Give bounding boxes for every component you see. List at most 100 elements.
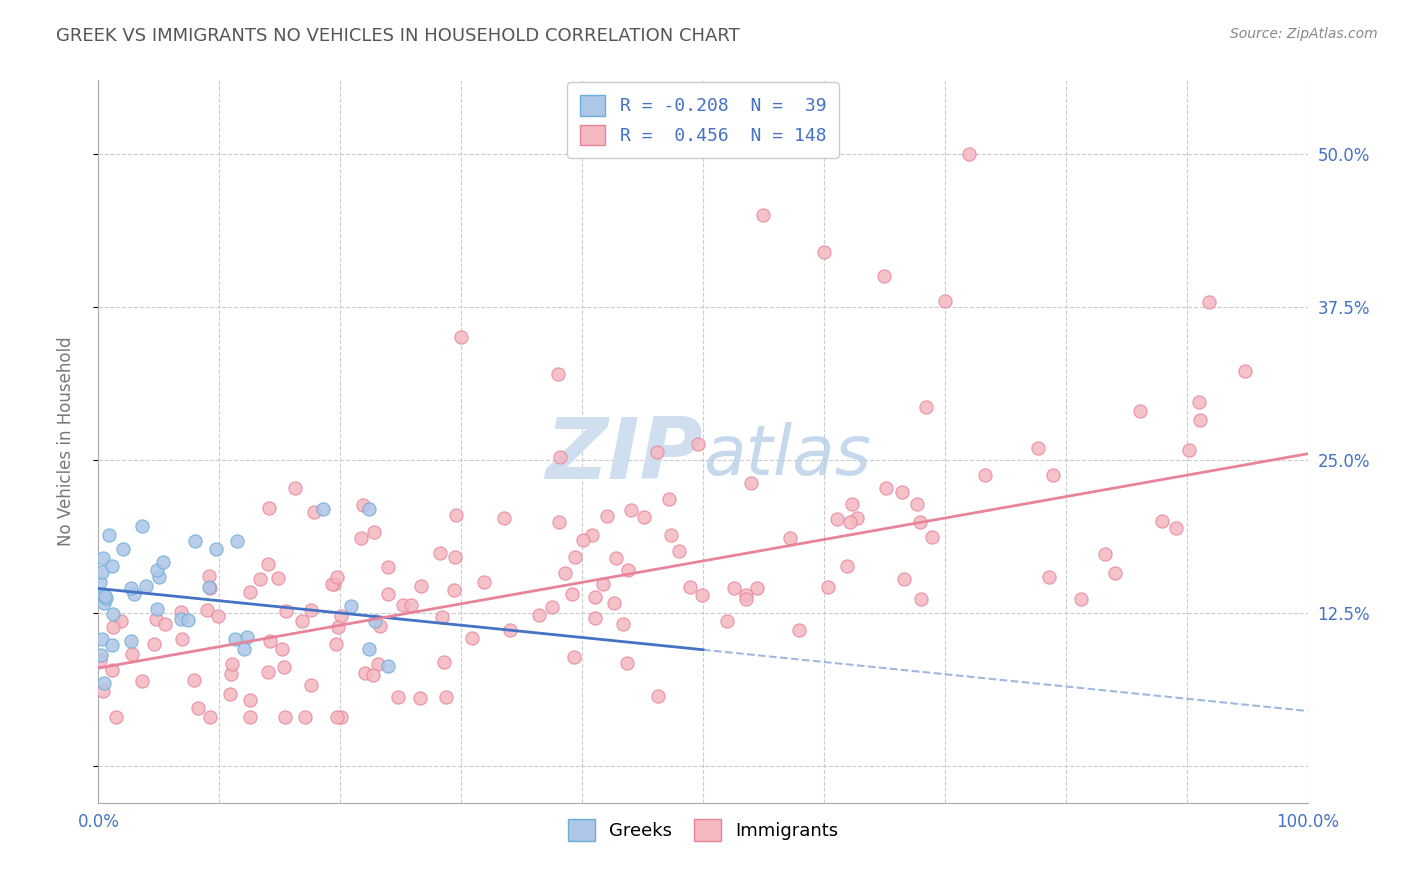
Point (205, 541, 228, 556)
Point (329, 710, 352, 724)
Point (299, 678, 322, 692)
Point (668, 544, 690, 558)
Point (257, 557, 280, 571)
Text: Source: ZipAtlas.com: Source: ZipAtlas.com (1230, 27, 1378, 41)
Point (1129, 404, 1152, 418)
Point (561, 587, 583, 601)
Point (873, 269, 896, 284)
Point (564, 549, 586, 564)
Point (276, 604, 298, 618)
Point (352, 498, 374, 512)
Point (645, 445, 668, 459)
Point (239, 693, 262, 707)
Point (910, 591, 932, 606)
Point (603, 596, 626, 610)
Point (370, 618, 392, 632)
Point (94, 589, 117, 603)
Point (120, 634, 142, 648)
Point (91, 683, 114, 698)
Point (326, 710, 349, 724)
Point (1152, 514, 1174, 528)
Point (554, 566, 576, 580)
Point (259, 500, 281, 515)
Point (105, 710, 128, 724)
Point (444, 549, 467, 564)
Point (377, 587, 399, 601)
Point (1198, 295, 1220, 310)
Point (377, 659, 399, 673)
Point (91, 588, 114, 602)
Point (101, 559, 124, 574)
Point (200, 710, 222, 724)
Point (198, 580, 221, 594)
Point (612, 616, 634, 631)
Point (562, 650, 585, 665)
Point (548, 515, 571, 529)
Point (93, 596, 115, 610)
Point (350, 532, 373, 546)
Point (572, 533, 595, 547)
Point (233, 642, 256, 657)
Y-axis label: No Vehicles in Household: No Vehicles in Household (56, 336, 75, 547)
Point (1188, 395, 1211, 409)
Point (529, 608, 551, 623)
Point (112, 541, 135, 556)
Point (326, 570, 349, 584)
Point (752, 208, 775, 222)
Point (921, 530, 943, 544)
Point (239, 710, 262, 724)
Point (198, 581, 221, 595)
Point (294, 710, 316, 724)
Point (585, 590, 607, 604)
Point (1104, 566, 1126, 581)
Point (257, 665, 280, 679)
Text: GREEK VS IMMIGRANTS NO VEHICLES IN HOUSEHOLD CORRELATION CHART: GREEK VS IMMIGRANTS NO VEHICLES IN HOUSE… (56, 27, 740, 45)
Point (905, 497, 928, 511)
Point (647, 690, 669, 704)
Point (321, 576, 343, 591)
Legend: Greeks, Immigrants: Greeks, Immigrants (561, 812, 845, 848)
Point (387, 690, 409, 705)
Point (392, 598, 415, 612)
Point (329, 608, 352, 623)
Point (120, 581, 142, 595)
Point (121, 647, 143, 661)
Point (541, 600, 564, 615)
Point (891, 484, 914, 499)
Point (444, 508, 467, 523)
Point (131, 673, 153, 688)
Point (914, 401, 936, 415)
Point (90, 648, 112, 662)
Point (429, 546, 451, 560)
Point (145, 612, 167, 626)
Point (893, 572, 915, 586)
Point (716, 614, 738, 628)
Point (91, 550, 114, 565)
Point (363, 525, 385, 540)
Point (443, 582, 465, 597)
Point (460, 631, 482, 645)
Point (326, 619, 349, 633)
Point (170, 605, 193, 619)
Point (367, 657, 389, 671)
Point (183, 673, 205, 687)
Point (325, 637, 347, 651)
Point (249, 572, 271, 586)
Point (146, 563, 169, 577)
Point (1188, 413, 1211, 427)
Point (219, 667, 242, 681)
Point (90, 565, 112, 579)
Point (184, 533, 207, 548)
Point (1042, 467, 1064, 482)
Point (787, 623, 810, 637)
Point (779, 531, 801, 545)
Point (359, 502, 381, 516)
Point (152, 555, 174, 569)
Point (271, 642, 294, 657)
Point (846, 511, 869, 525)
Point (605, 551, 627, 566)
Point (616, 656, 638, 670)
Point (219, 687, 242, 701)
Point (1094, 547, 1116, 561)
Point (472, 575, 495, 590)
